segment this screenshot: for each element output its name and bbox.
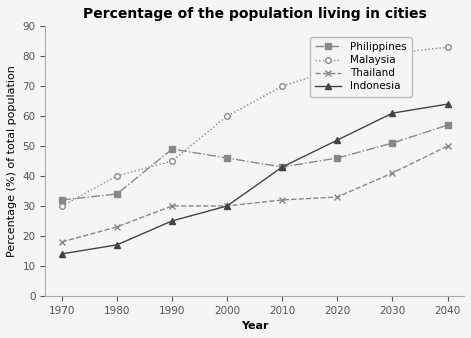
Malaysia: [59, 204, 65, 208]
Malaysia: [279, 84, 285, 88]
Indonesia: [224, 204, 230, 208]
Malaysia: [114, 174, 120, 178]
Thailand: [279, 198, 285, 202]
Title: Percentage of the population living in cities: Percentage of the population living in c…: [83, 7, 427, 21]
Malaysia: [445, 45, 450, 49]
Philippines: [169, 147, 175, 151]
Thailand: [224, 204, 230, 208]
Y-axis label: Percentage (%) of total population: Percentage (%) of total population: [7, 65, 17, 257]
Malaysia: [224, 114, 230, 118]
Thailand: [445, 144, 450, 148]
Thailand: [114, 225, 120, 229]
Malaysia: [334, 66, 340, 70]
Line: Thailand: Thailand: [58, 143, 451, 245]
Indonesia: [390, 111, 395, 115]
Philippines: [390, 141, 395, 145]
Malaysia: [390, 51, 395, 55]
Thailand: [59, 240, 65, 244]
Philippines: [114, 192, 120, 196]
Indonesia: [334, 138, 340, 142]
Line: Philippines: Philippines: [59, 122, 450, 203]
Line: Indonesia: Indonesia: [59, 101, 450, 257]
Philippines: [279, 165, 285, 169]
Malaysia: [169, 159, 175, 163]
Thailand: [334, 195, 340, 199]
X-axis label: Year: Year: [241, 321, 268, 331]
Philippines: [224, 156, 230, 160]
Line: Malaysia: Malaysia: [59, 45, 450, 209]
Thailand: [390, 171, 395, 175]
Indonesia: [169, 219, 175, 223]
Philippines: [59, 198, 65, 202]
Thailand: [169, 204, 175, 208]
Indonesia: [59, 252, 65, 256]
Indonesia: [445, 102, 450, 106]
Philippines: [334, 156, 340, 160]
Indonesia: [279, 165, 285, 169]
Indonesia: [114, 243, 120, 247]
Legend: Philippines, Malaysia, Thailand, Indonesia: Philippines, Malaysia, Thailand, Indones…: [310, 37, 412, 97]
Philippines: [445, 123, 450, 127]
